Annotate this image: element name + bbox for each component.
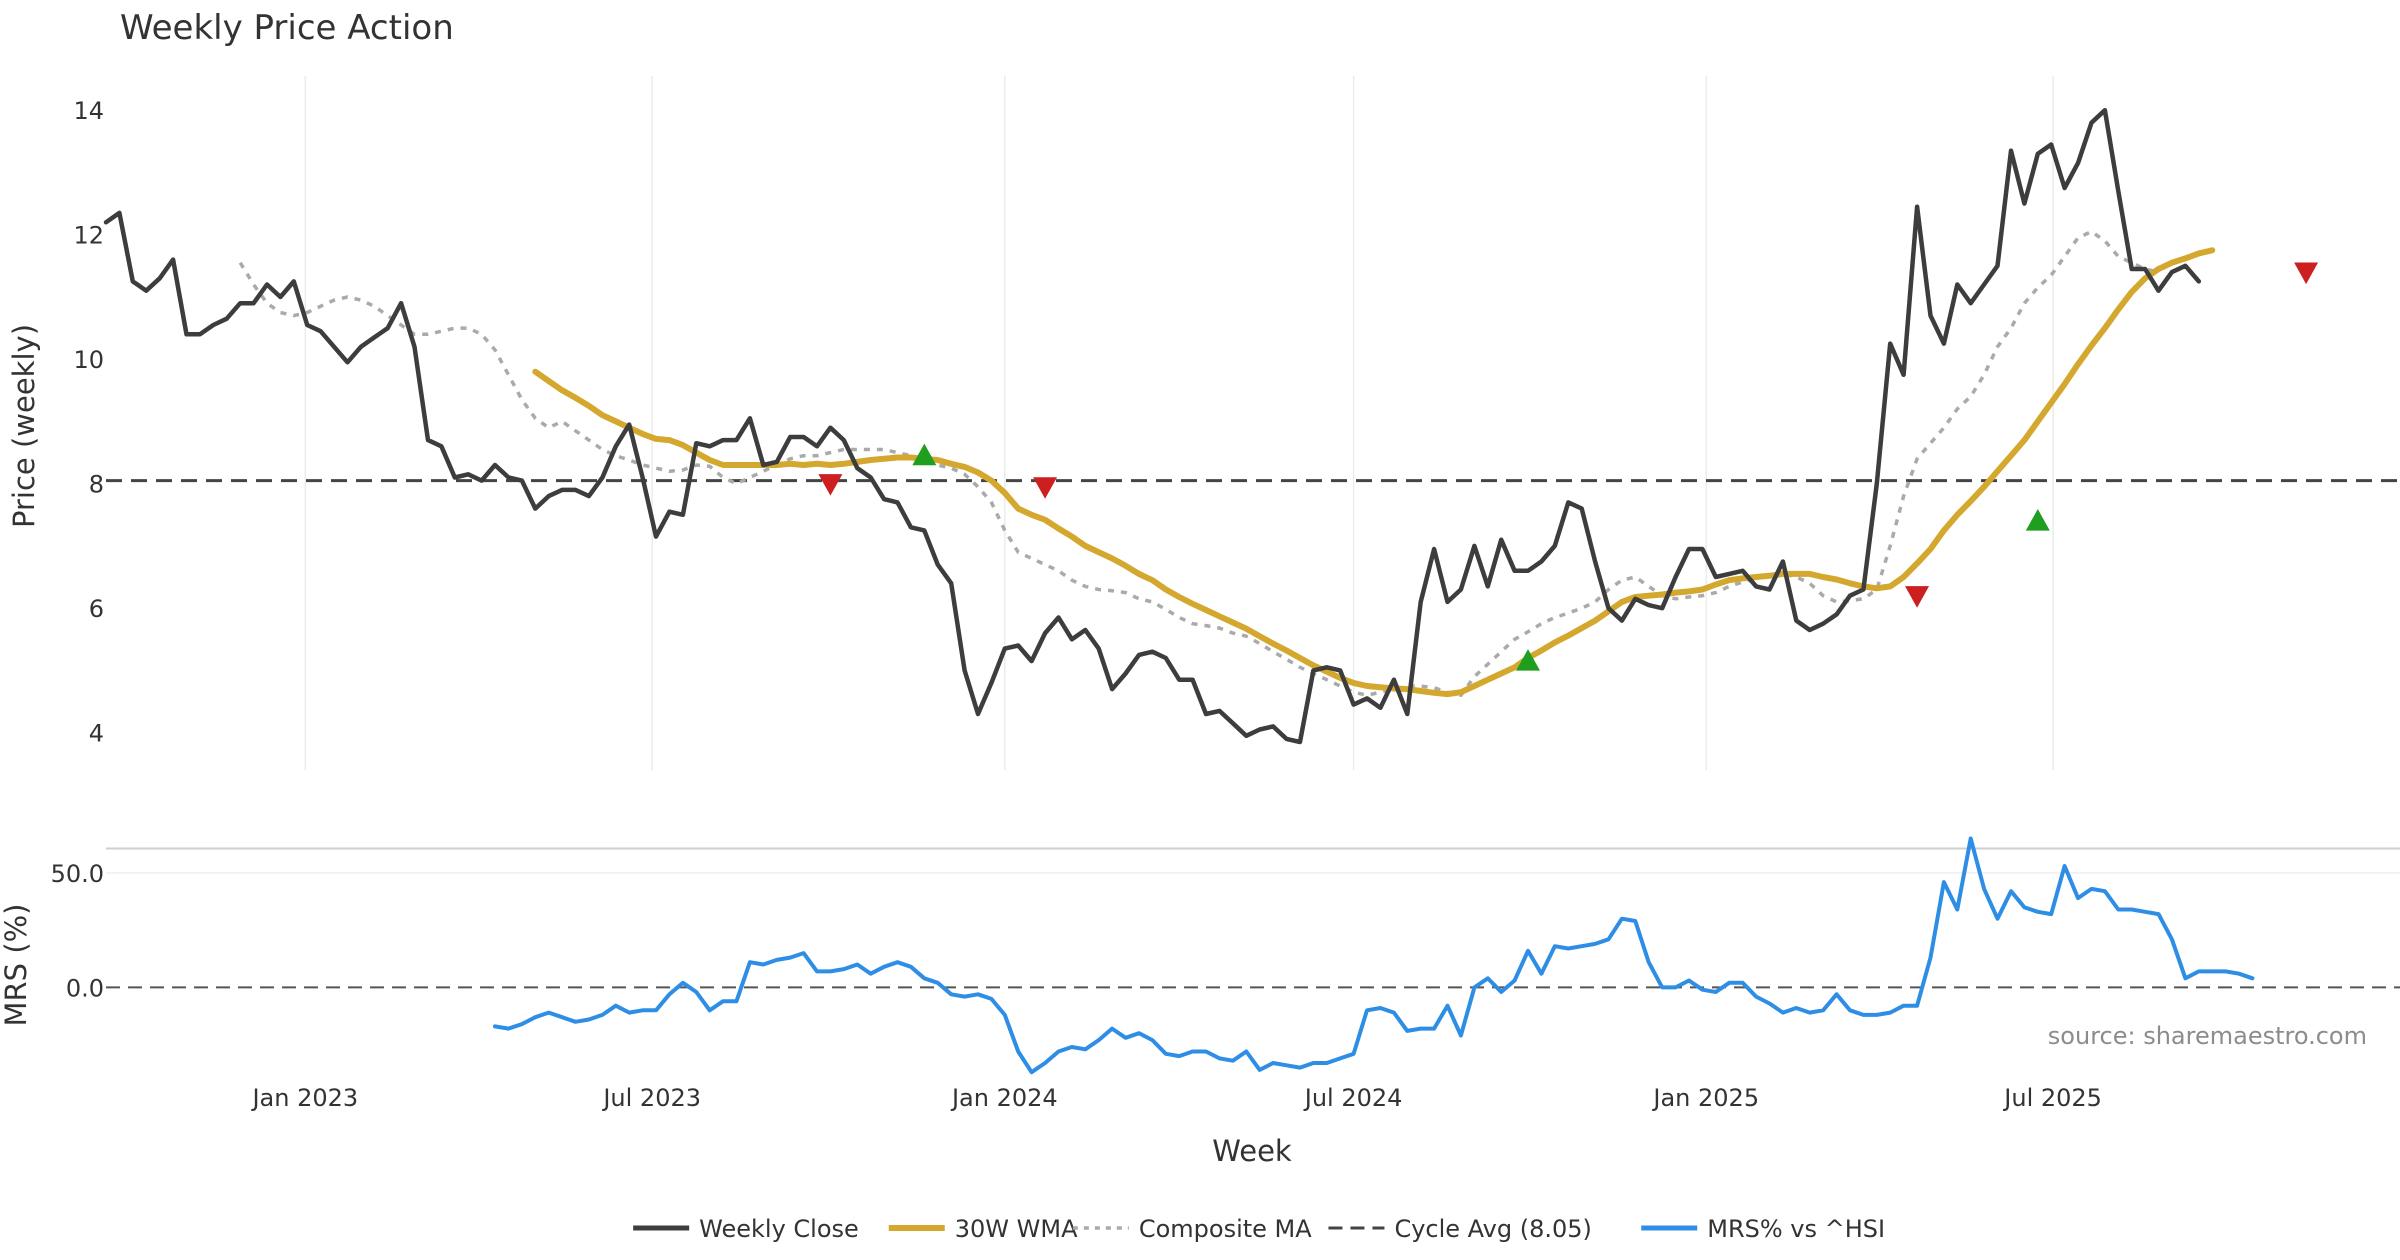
source-note: source: sharemaestro.com xyxy=(2048,1022,2367,1050)
sell-signal-marker xyxy=(818,474,843,496)
legend-label-cycle-avg-8-05: Cycle Avg (8.05) xyxy=(1394,1215,1591,1243)
legend-label-30w-wma: 30W WMA xyxy=(955,1215,1078,1243)
price-y-tick-label: 4 xyxy=(89,720,104,748)
sell-signal-marker xyxy=(1033,477,1058,499)
buy-signal-marker xyxy=(1516,649,1541,671)
mrs-y-tick-label: 50.0 xyxy=(51,860,104,888)
weekly-close-line xyxy=(103,107,2202,745)
legend-label-composite-ma: Composite MA xyxy=(1139,1215,1312,1243)
price-y-axis-label: Price (weekly) xyxy=(7,324,41,528)
reference-lines xyxy=(106,479,2400,989)
x-tick-label: Jan 2024 xyxy=(950,1084,1058,1112)
price-y-tick-label: 14 xyxy=(73,97,104,125)
buy-signal-marker xyxy=(912,443,937,466)
mrs-y-tick-label: 0.0 xyxy=(66,974,104,1002)
price-y-ticks: 4 6 8 10 12 14 xyxy=(73,97,104,747)
price-y-tick-label: 10 xyxy=(73,346,104,374)
price-y-tick-label: 12 xyxy=(73,222,104,250)
legend: Weekly Close 30W WMA Composite MA Cycle Avg… xyxy=(633,1215,1885,1243)
chart-title: Weekly Price Action xyxy=(120,8,454,48)
composite-ma-line xyxy=(238,229,2159,698)
mrs-y-ticks: 0.0 50.0 xyxy=(51,860,104,1003)
signal-layer xyxy=(818,262,2319,671)
price-grid xyxy=(304,76,2054,770)
x-tick-label: Jul 2024 xyxy=(1303,1084,1403,1112)
x-ticks: Jan 2023 Jul 2023 Jan 2024 Jul 2024 Jan 2025… xyxy=(250,1084,2101,1112)
x-tick-label: Jan 2025 xyxy=(1651,1084,1759,1112)
buy-signal-marker xyxy=(2025,509,2050,531)
x-tick-label: Jul 2025 xyxy=(2002,1084,2102,1112)
sell-signal-marker xyxy=(1905,586,1930,608)
x-tick-label: Jan 2023 xyxy=(250,1084,358,1112)
x-axis-label: Week xyxy=(1212,1134,1292,1168)
mrs-vs-hsi-line xyxy=(493,836,2255,1075)
mrs-y-axis-label: MRS (%) xyxy=(0,904,33,1027)
x-tick-label: Jul 2023 xyxy=(601,1084,701,1112)
series-layer xyxy=(103,107,2255,1075)
price-y-tick-label: 6 xyxy=(89,595,104,623)
legend-label-mrs-vs-hsi: MRS% vs ^HSI xyxy=(1707,1215,1885,1243)
legend-label-weekly-close: Weekly Close xyxy=(699,1215,859,1243)
price-y-tick-label: 8 xyxy=(89,471,104,499)
30w-wma-line xyxy=(532,247,2216,698)
sell-signal-marker xyxy=(2294,262,2319,285)
